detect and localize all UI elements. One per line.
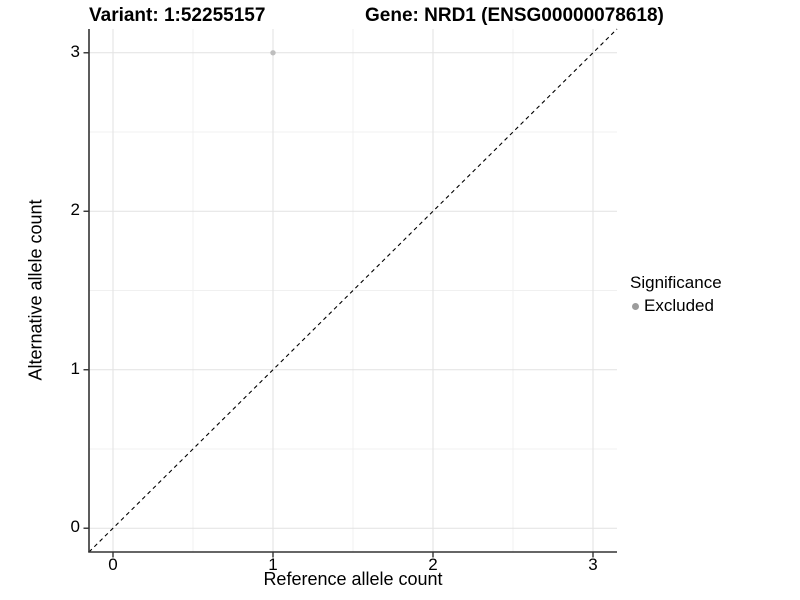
legend: Significance Excluded — [630, 272, 722, 316]
legend-title: Significance — [630, 273, 722, 292]
x-tick-label: 3 — [588, 555, 598, 574]
data-point — [270, 50, 276, 56]
x-tick-label: 1 — [268, 555, 278, 574]
legend-item-excluded: Excluded — [630, 296, 722, 316]
legend-item-label: Excluded — [644, 296, 714, 315]
excluded-point-icon — [632, 302, 639, 310]
identity-reference-line — [88, 28, 618, 553]
x-tick-label: 2 — [428, 555, 438, 574]
x-axis-title: Reference allele count — [263, 569, 443, 589]
plot-title-gene: Gene: NRD1 (ENSG00000078618) — [365, 5, 664, 26]
y-tick-label: 1 — [70, 358, 80, 378]
plot-title-variant: Variant: 1:52255157 — [89, 5, 266, 26]
y-axis-title: Alternative allele count — [25, 199, 46, 381]
y-tick-label: 0 — [70, 517, 80, 537]
x-tick-label: 0 — [108, 555, 118, 574]
y-tick-label: 3 — [70, 41, 80, 61]
y-tick-label: 2 — [70, 200, 80, 220]
